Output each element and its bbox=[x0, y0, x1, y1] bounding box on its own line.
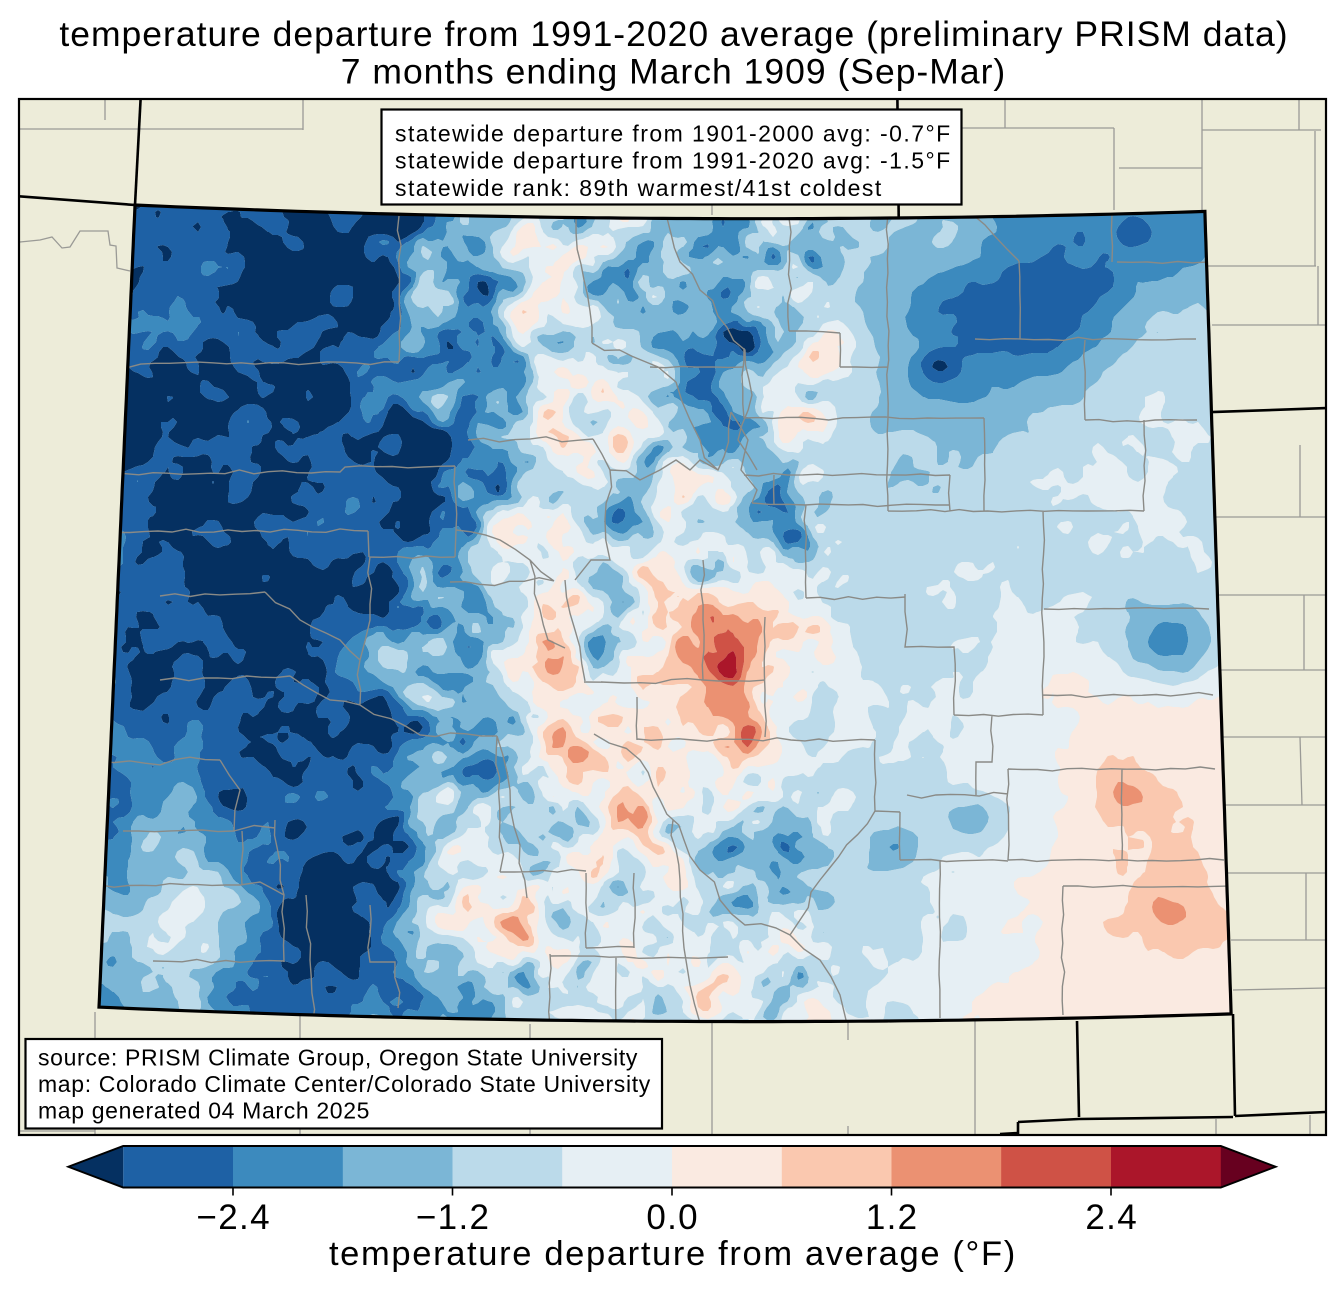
svg-text:−1.2: −1.2 bbox=[416, 1198, 490, 1237]
svg-text:temperature departure from 199: temperature departure from 1991-2020 ave… bbox=[59, 14, 1288, 54]
svg-text:−2.4: −2.4 bbox=[197, 1198, 271, 1237]
svg-text:0.0: 0.0 bbox=[646, 1198, 699, 1237]
svg-text:temperature departure from ave: temperature departure from average (°F) bbox=[329, 1235, 1017, 1273]
svg-text:7 months ending March 1909 (Se: 7 months ending March 1909 (Sep-Mar) bbox=[341, 51, 1006, 91]
svg-text:statewide departure from 1991-: statewide departure from 1991-2020 avg: … bbox=[395, 148, 952, 174]
svg-text:2.4: 2.4 bbox=[1085, 1198, 1138, 1237]
svg-text:map generated 04 March 2025: map generated 04 March 2025 bbox=[38, 1097, 370, 1123]
svg-text:statewide rank: 89th warmest/4: statewide rank: 89th warmest/41st coldes… bbox=[395, 175, 883, 201]
svg-text:1.2: 1.2 bbox=[866, 1198, 919, 1237]
svg-text:source: PRISM Climate Group, O: source: PRISM Climate Group, Oregon Stat… bbox=[38, 1045, 638, 1071]
svg-text:statewide departure from 1901-: statewide departure from 1901-2000 avg: … bbox=[395, 120, 952, 146]
svg-text:map: Colorado Climate Center/C: map: Colorado Climate Center/Colorado St… bbox=[38, 1071, 651, 1097]
